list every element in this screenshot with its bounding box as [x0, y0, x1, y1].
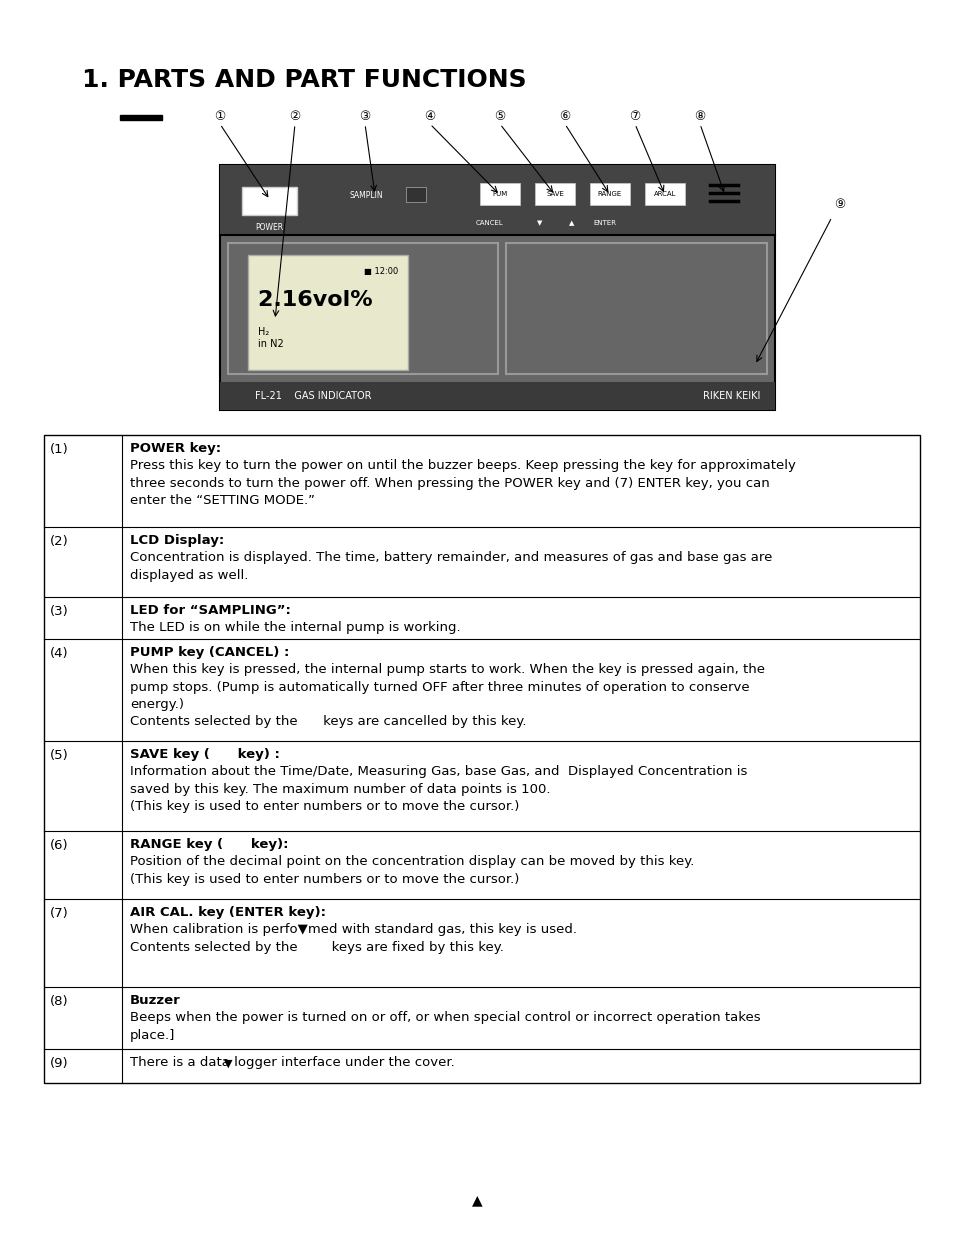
Text: The LED is on while the internal pump is working.: The LED is on while the internal pump is…	[130, 621, 460, 634]
Text: (5): (5)	[50, 748, 69, 762]
Bar	[220, 165, 774, 410]
Text: PUM: PUM	[492, 191, 507, 198]
Text: Information about the Time/Date, Measuring Gas, base Gas, and  Displayed Concent: Information about the Time/Date, Measuri…	[130, 764, 746, 813]
Text: ▲: ▲	[471, 1193, 482, 1207]
Text: (2): (2)	[50, 535, 69, 548]
Bar	[120, 115, 162, 120]
Text: ③: ③	[359, 110, 370, 124]
Text: When this key is pressed, the internal pump starts to work. When the key is pres: When this key is pressed, the internal p…	[130, 663, 764, 729]
Text: ⑧: ⑧	[694, 110, 705, 124]
Text: SAMPLIN: SAMPLIN	[350, 190, 383, 200]
Text: (1): (1)	[50, 443, 69, 456]
Text: (8): (8)	[50, 995, 69, 1008]
Bar	[406, 186, 426, 203]
Text: ENTER: ENTER	[593, 220, 616, 226]
Text: CANCEL: CANCEL	[476, 220, 503, 226]
Text: Beeps when the power is turned on or off, or when special control or incorrect o: Beeps when the power is turned on or off…	[130, 1011, 760, 1041]
Text: ⑨: ⑨	[834, 199, 844, 211]
Bar	[220, 165, 774, 235]
Text: ⑤: ⑤	[494, 110, 505, 124]
Bar	[228, 243, 497, 374]
Bar	[589, 183, 629, 205]
Text: RANGE: RANGE	[598, 191, 621, 198]
Text: Press this key to turn the power on until the buzzer beeps. Keep pressing the ke: Press this key to turn the power on unti…	[130, 459, 795, 508]
Text: Position of the decimal point on the concentration display can be moved by this : Position of the decimal point on the con…	[130, 855, 694, 885]
Text: 1. PARTS AND PART FUNCTIONS: 1. PARTS AND PART FUNCTIONS	[82, 68, 526, 91]
Bar	[44, 435, 919, 1083]
Text: (3): (3)	[50, 605, 69, 618]
Text: ▼: ▼	[537, 220, 542, 226]
Text: 2.​16vol%: 2.​16vol%	[257, 290, 373, 310]
Text: ▼: ▼	[224, 1058, 232, 1070]
Text: ⑦: ⑦	[629, 110, 640, 124]
Text: POWER: POWER	[255, 224, 283, 232]
Bar	[535, 183, 575, 205]
Text: There is a data logger interface under the cover.: There is a data logger interface under t…	[130, 1056, 455, 1070]
Text: LED for “SAMPLING”:: LED for “SAMPLING”:	[130, 604, 291, 618]
Bar	[242, 186, 296, 215]
Text: ARCAL: ARCAL	[653, 191, 676, 198]
Bar	[479, 183, 519, 205]
Text: SAVE key (      key) :: SAVE key ( key) :	[130, 748, 279, 761]
Text: Buzzer: Buzzer	[130, 994, 180, 1007]
Text: ▲: ▲	[568, 220, 574, 226]
Text: H₂
in N2: H₂ in N2	[257, 327, 283, 350]
Text: (6): (6)	[50, 839, 69, 852]
Bar	[644, 183, 684, 205]
Text: RIKEN KEIKI: RIKEN KEIKI	[702, 391, 760, 401]
Text: POWER key:: POWER key:	[130, 442, 221, 454]
Text: When calibration is perfo▼med with standard gas, this key is used.
Contents sele: When calibration is perfo▼med with stand…	[130, 923, 577, 953]
Bar	[505, 243, 766, 374]
Text: ①: ①	[214, 110, 226, 124]
Text: RANGE key (      key):: RANGE key ( key):	[130, 839, 288, 851]
Text: LCD Display:: LCD Display:	[130, 534, 224, 547]
Text: SAVE: SAVE	[545, 191, 563, 198]
Text: (7): (7)	[50, 906, 69, 920]
Bar	[220, 382, 774, 410]
Bar	[248, 254, 408, 370]
Text: AIR CAL. key (ENTER key):: AIR CAL. key (ENTER key):	[130, 906, 326, 919]
Text: PUMP key (CANCEL) :: PUMP key (CANCEL) :	[130, 646, 289, 659]
Text: FL-21    GAS INDICATOR: FL-21 GAS INDICATOR	[254, 391, 371, 401]
Text: (9): (9)	[50, 1057, 69, 1070]
Text: (4): (4)	[50, 647, 69, 659]
Text: Concentration is displayed. The time, battery remainder, and measures of gas and: Concentration is displayed. The time, ba…	[130, 551, 772, 582]
Text: ⑥: ⑥	[558, 110, 570, 124]
Text: ②: ②	[289, 110, 300, 124]
Text: ■ 12:00: ■ 12:00	[363, 267, 397, 275]
Text: ④: ④	[424, 110, 436, 124]
